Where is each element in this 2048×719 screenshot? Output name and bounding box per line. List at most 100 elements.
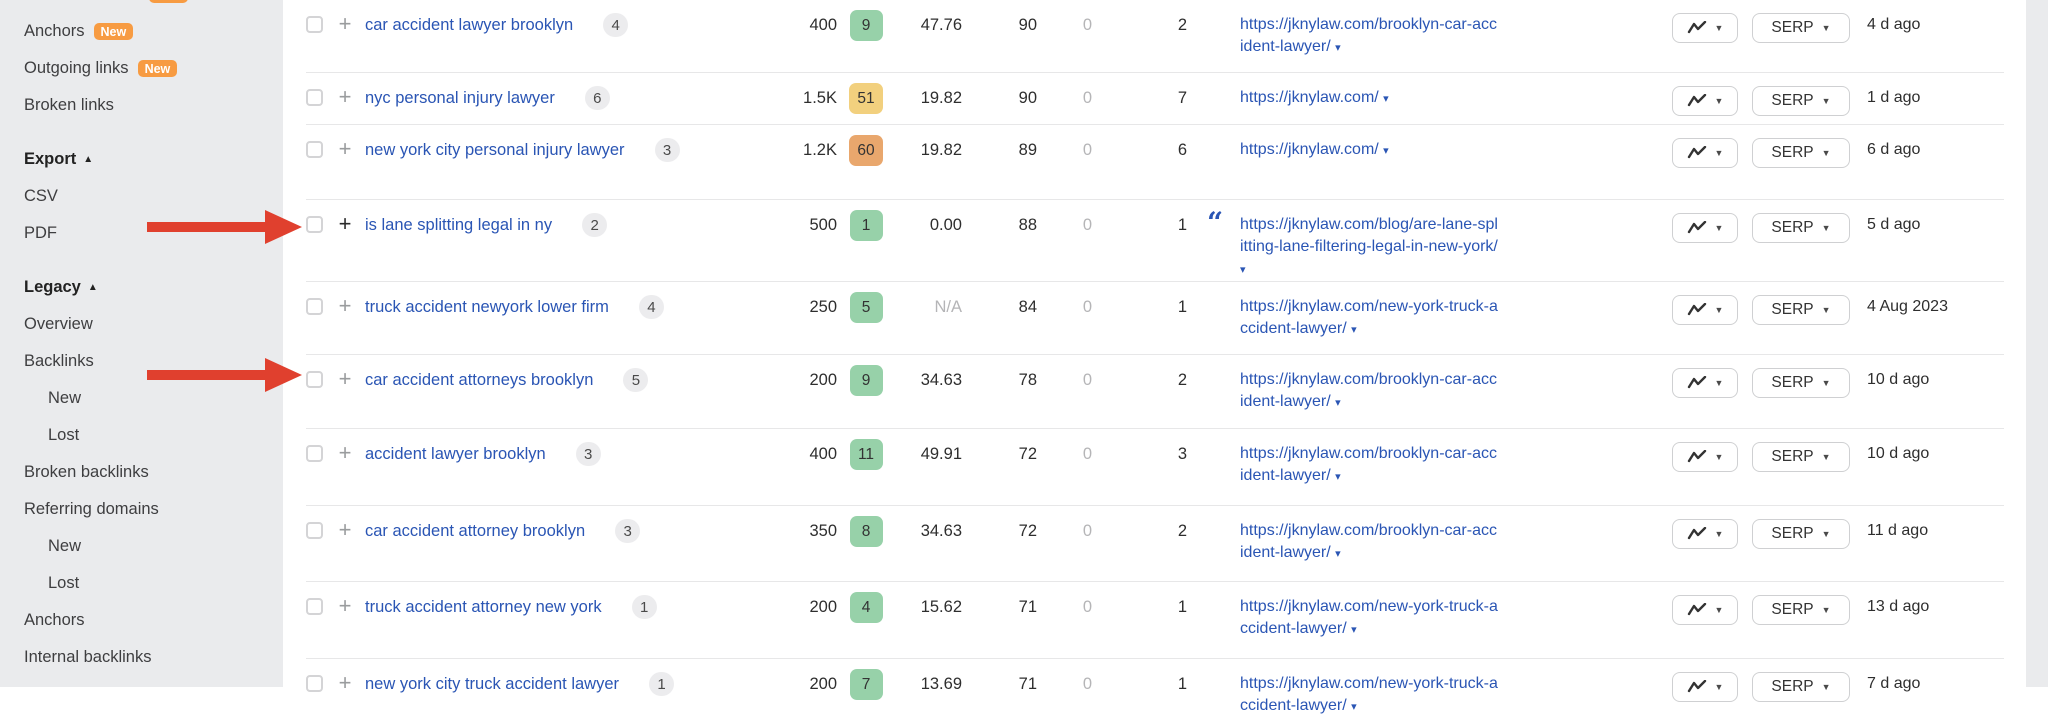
add-to-list-button[interactable]: + [338, 517, 352, 542]
sidebar-item[interactable]: Export ▲ [24, 141, 283, 178]
serp-button[interactable]: SERP ▼ [1752, 213, 1850, 243]
row-checkbox[interactable] [306, 522, 323, 539]
row-checkbox[interactable] [306, 16, 323, 33]
add-to-list-button[interactable]: + [338, 440, 352, 465]
sidebar-item[interactable]: Referring domains [24, 491, 283, 528]
url-cell: “ https://jknylaw.com/brooklyn-car-accid… [1240, 369, 1500, 414]
sidebar-item[interactable]: New [24, 380, 283, 417]
sidebar-item[interactable]: PDF [24, 215, 283, 252]
add-to-list-button[interactable]: + [338, 593, 352, 618]
row-checkbox[interactable] [306, 445, 323, 462]
url-dropdown-caret-icon[interactable]: ▾ [1335, 42, 1341, 54]
url-dropdown-caret-icon[interactable]: ▾ [1351, 624, 1357, 636]
url-dropdown-caret-icon[interactable]: ▾ [1351, 701, 1357, 713]
url-link[interactable]: https://jknylaw.com/brooklyn-car-acciden… [1240, 369, 1500, 414]
keyword-link[interactable]: is lane splitting legal in ny [365, 216, 553, 234]
serp-button[interactable]: SERP ▼ [1752, 595, 1850, 625]
add-to-list-button[interactable]: + [338, 366, 352, 391]
keyword-link[interactable]: truck accident newyork lower firm [365, 298, 609, 316]
url-dropdown-caret-icon[interactable]: ▾ [1383, 93, 1389, 105]
sidebar-item[interactable]: Overview [24, 306, 283, 343]
url-link[interactable]: https://jknylaw.com/brooklyn-car-acciden… [1240, 520, 1500, 565]
add-to-list-button[interactable]: + [338, 11, 352, 36]
sidebar-item[interactable]: Outgoing links New [24, 50, 283, 87]
url-dropdown-caret-icon[interactable]: ▾ [1335, 471, 1341, 483]
serp-button[interactable]: SERP ▼ [1752, 295, 1850, 325]
url-dropdown-caret-icon[interactable]: ▾ [1351, 324, 1357, 336]
url-cell: “ https://jknylaw.com/new-york-truck-acc… [1240, 296, 1500, 341]
url-link[interactable]: https://jknylaw.com/ ▾ [1240, 87, 1500, 110]
sidebar-item[interactable]: CSV [24, 178, 283, 215]
keyword-link[interactable]: new york city truck accident lawyer [365, 675, 620, 693]
url-dropdown-caret-icon[interactable]: ▾ [1335, 397, 1341, 409]
serp-button[interactable]: SERP ▼ [1752, 13, 1850, 43]
keyword-link[interactable]: accident lawyer brooklyn [365, 445, 546, 463]
sidebar-item-label: Broken backlinks [24, 463, 149, 481]
scrollbar-track[interactable] [2026, 0, 2048, 687]
url-link[interactable]: https://jknylaw.com/new-york-truck-accid… [1240, 673, 1500, 718]
row-checkbox[interactable] [306, 675, 323, 692]
position-history-button[interactable]: ▼ [1672, 295, 1738, 325]
keyword-link[interactable]: new york city personal injury lawyer [365, 141, 625, 159]
position-history-button[interactable]: ▼ [1672, 13, 1738, 43]
sidebar-item[interactable]: New [24, 528, 283, 565]
serp-button[interactable]: SERP ▼ [1752, 368, 1850, 398]
keywords-count-value: 1 [1177, 675, 1187, 693]
add-to-list-button[interactable]: + [338, 293, 352, 318]
url-link[interactable]: https://jknylaw.com/new-york-truck-accid… [1240, 596, 1500, 641]
sidebar-item[interactable]: Anchors [24, 602, 283, 639]
sidebar-item[interactable]: Lost [24, 565, 283, 602]
keyword-link[interactable]: car accident attorneys brooklyn [365, 371, 594, 389]
row-checkbox[interactable] [306, 216, 323, 233]
sidebar-item[interactable]: Lost [24, 417, 283, 454]
add-to-list-button[interactable]: + [338, 211, 352, 236]
url-text: https://jknylaw.com/ [1240, 89, 1379, 106]
add-to-list-button[interactable]: + [338, 84, 352, 109]
url-link[interactable]: https://jknylaw.com/new-york-truck-accid… [1240, 296, 1500, 341]
url-dropdown-caret-icon[interactable]: ▾ [1383, 145, 1389, 157]
row-checkbox[interactable] [306, 371, 323, 388]
paid-traffic-value: 0 [1082, 445, 1092, 463]
sidebar-item[interactable]: Anchors New [24, 13, 283, 50]
url-dropdown-caret-icon[interactable]: ▾ [1335, 548, 1341, 560]
sidebar-item[interactable]: Broken backlinks [24, 454, 283, 491]
sidebar-item[interactable]: Broken links [24, 87, 283, 124]
keyword-link[interactable]: car accident lawyer brooklyn [365, 16, 574, 34]
position-history-button[interactable]: ▼ [1672, 595, 1738, 625]
sidebar-item[interactable]: Legacy ▲ [24, 269, 283, 306]
sidebar-item[interactable]: Backlinks [24, 343, 283, 380]
position-history-button[interactable]: ▼ [1672, 138, 1738, 168]
position-history-button[interactable]: ▼ [1672, 213, 1738, 243]
keyword-link[interactable]: nyc personal injury lawyer [365, 89, 555, 107]
url-cell: “ https://jknylaw.com/brooklyn-car-accid… [1240, 443, 1500, 488]
url-link[interactable]: https://jknylaw.com/brooklyn-car-acciden… [1240, 443, 1500, 488]
url-dropdown-caret-icon[interactable]: ▾ [1240, 264, 1246, 276]
serp-button[interactable]: SERP ▼ [1752, 138, 1850, 168]
row-checkbox[interactable] [306, 89, 323, 106]
position-history-button[interactable]: ▼ [1672, 368, 1738, 398]
keyword-link[interactable]: car accident attorney brooklyn [365, 522, 586, 540]
url-link[interactable]: https://jknylaw.com/ ▾ [1240, 139, 1500, 162]
sidebar-item[interactable]: Internal backlinks [24, 639, 283, 676]
serp-button[interactable]: SERP ▼ [1752, 86, 1850, 116]
sidebar-item[interactable]: Linked domains New [24, 0, 283, 13]
position-history-button[interactable]: ▼ [1672, 86, 1738, 116]
position-history-button[interactable]: ▼ [1672, 672, 1738, 702]
position-history-button[interactable]: ▼ [1672, 442, 1738, 472]
chevron-down-icon: ▼ [1714, 529, 1724, 539]
url-link[interactable]: https://jknylaw.com/blog/are-lane-splitt… [1240, 214, 1500, 281]
serp-button[interactable]: SERP ▼ [1752, 519, 1850, 549]
serp-button[interactable]: SERP ▼ [1752, 672, 1850, 702]
add-to-list-button[interactable]: + [338, 670, 352, 695]
chevron-down-icon: ▼ [1714, 305, 1724, 315]
row-checkbox[interactable] [306, 141, 323, 158]
position-history-button[interactable]: ▼ [1672, 519, 1738, 549]
kd-badge: 9 [849, 10, 883, 41]
kd-badge: 5 [849, 292, 883, 323]
row-checkbox[interactable] [306, 298, 323, 315]
serp-button[interactable]: SERP ▼ [1752, 442, 1850, 472]
row-checkbox[interactable] [306, 598, 323, 615]
keyword-link[interactable]: truck accident attorney new york [365, 598, 602, 616]
url-link[interactable]: https://jknylaw.com/brooklyn-car-acciden… [1240, 14, 1500, 59]
add-to-list-button[interactable]: + [338, 136, 352, 161]
